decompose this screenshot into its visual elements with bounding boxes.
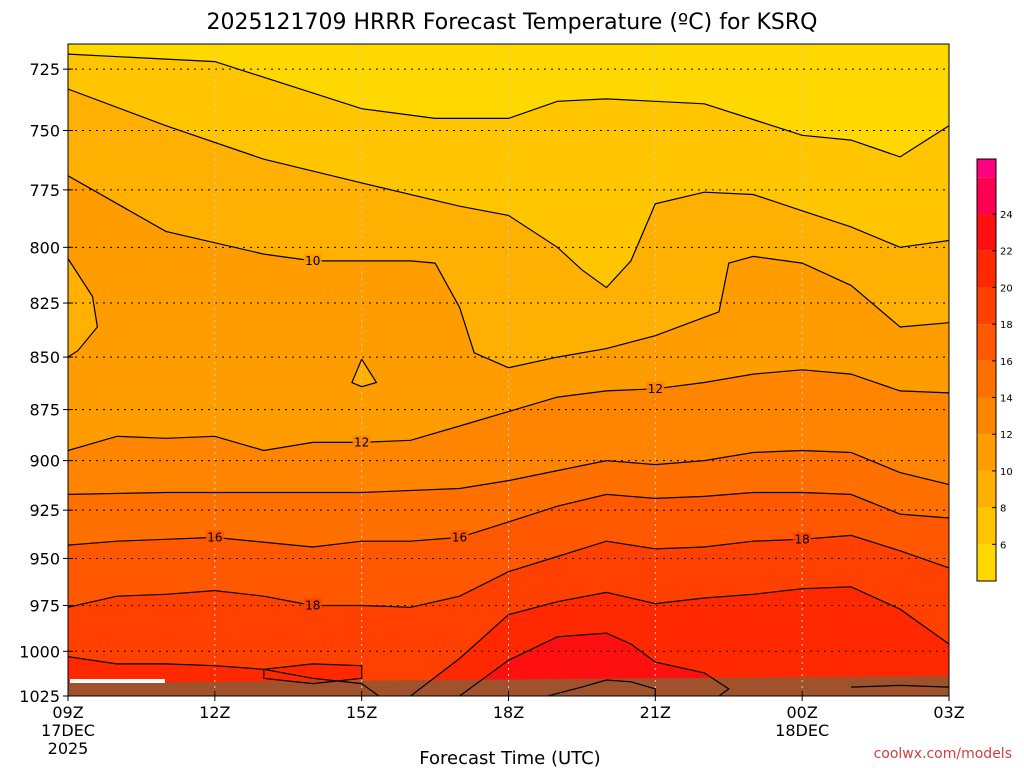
- colorbar-tick-label: 18: [1000, 320, 1013, 331]
- y-tick-label: 975: [29, 596, 60, 615]
- band-fill-20: [68, 586, 949, 696]
- credit-text: coolwx.com/models: [874, 746, 1012, 762]
- colorbar-tick-label: 16: [1000, 357, 1013, 368]
- y-tick-label: 825: [29, 294, 60, 313]
- y-tick-label: 850: [29, 348, 60, 367]
- contour-line-8: [68, 88, 949, 289]
- y-tick-label: 800: [29, 238, 60, 257]
- x-axis-label: Forecast Time (UTC): [419, 748, 600, 768]
- contour-line-14: [68, 449, 949, 495]
- colorbar-segment: [977, 250, 996, 288]
- colorbar-tick-label: 10: [1000, 467, 1013, 478]
- contour-label-bg: [303, 253, 322, 268]
- colorbar-tick-label: 24: [1000, 210, 1013, 221]
- colorbar-tick-label: 22: [1000, 247, 1013, 258]
- y-tick-label: 775: [29, 181, 60, 200]
- colorbar-segment: [977, 177, 996, 215]
- ground-gap: [70, 679, 165, 683]
- colorbar-segment: [977, 159, 996, 178]
- colorbar: 6 8 10 12 14 16 18 20 22 24: [976, 158, 1013, 582]
- contour-label-bg: [450, 530, 469, 545]
- contour-line-20: [68, 586, 949, 696]
- y-tick-label: 1025: [19, 687, 60, 706]
- y-axis: 725 750 775 800 825 850 875 900 925 950 975 1000 102…: [19, 60, 73, 706]
- contour-line-10: [351, 358, 378, 388]
- contour-label-16: 16: [452, 530, 467, 544]
- colorbar-segment: [977, 397, 996, 435]
- colorbar-segment: [977, 470, 996, 508]
- pocket-fill-20: [263, 663, 362, 684]
- colorbar-frame: [976, 158, 997, 582]
- contour-label-10: 10: [305, 254, 320, 268]
- contour-label-16: 16: [207, 530, 222, 544]
- contour-label-bg: [352, 435, 371, 450]
- x-tick-label: 21Z: [640, 703, 671, 722]
- contour-label-bg: [646, 381, 665, 396]
- y-tick-label: 900: [29, 452, 60, 471]
- contour-label-18: 18: [795, 532, 810, 546]
- colorbar-tick-label: 6: [1000, 540, 1006, 551]
- y-tick-label: 1000: [19, 642, 60, 661]
- y-tick-label: 925: [29, 501, 60, 520]
- contour-label-bg: [205, 530, 224, 545]
- colorbar-segment: [977, 287, 996, 325]
- contour-line-20: [263, 663, 363, 685]
- colorbar-tick-label: 12: [1000, 430, 1013, 441]
- colorbar-segment: [977, 507, 996, 545]
- y-tick-label: 875: [29, 401, 60, 420]
- x-tick-label: 03Z: [933, 703, 964, 722]
- contour-label-bg: [793, 532, 812, 547]
- x-tick-label: 09Z: [52, 703, 83, 722]
- colorbar-segment: [977, 434, 996, 471]
- x-tick-date: 17DEC: [41, 721, 95, 740]
- y-tick-label: 750: [29, 122, 60, 141]
- colorbar-tick-label: 14: [1000, 394, 1013, 405]
- contour-label-bg: [303, 598, 322, 613]
- contour-line-18: [851, 684, 949, 688]
- colorbar-tick-label: 8: [1000, 504, 1006, 515]
- chart-title: 2025121709 HRRR Forecast Temperature (ºC…: [207, 10, 818, 35]
- colorbar-segment: [977, 544, 996, 581]
- contour-label-18: 18: [305, 598, 320, 612]
- x-tick-label: 18Z: [493, 703, 524, 722]
- contour-line-24: [547, 679, 656, 696]
- x-tick-label: 12Z: [199, 703, 230, 722]
- x-tick-year: 2025: [48, 739, 89, 758]
- colorbar-segment: [977, 360, 996, 398]
- y-tick-label: 725: [29, 60, 60, 79]
- colorbar-segment: [977, 324, 996, 361]
- pocket-fill-10: [351, 359, 377, 387]
- y-tick-label: 950: [29, 549, 60, 568]
- contour-line-10: [68, 258, 99, 358]
- pocket-fill-10: [68, 258, 98, 696]
- contour-labels: 10 12 12 16 16 18 18: [205, 253, 812, 613]
- contour-line-6: [68, 53, 949, 158]
- x-tick-date: 18DEC: [775, 721, 829, 740]
- colorbar-segment: [977, 214, 996, 251]
- contour-label-12: 12: [354, 435, 369, 449]
- x-tick-label: 15Z: [346, 703, 377, 722]
- contour-line-12: [68, 369, 949, 452]
- colorbar-tick-label: 20: [1000, 283, 1013, 294]
- contour-label-12: 12: [648, 382, 663, 396]
- x-tick-label: 00Z: [787, 703, 818, 722]
- contour-line-22: [459, 632, 730, 696]
